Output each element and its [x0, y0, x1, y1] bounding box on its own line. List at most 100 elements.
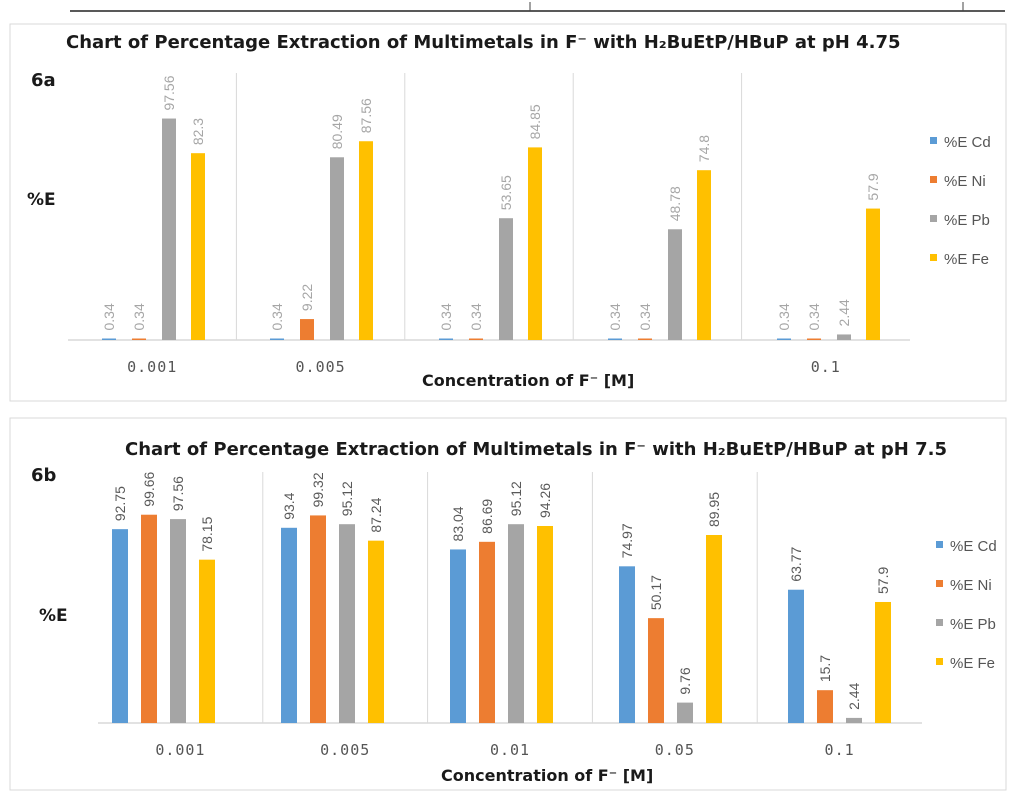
data-label: 95.12 — [508, 481, 524, 516]
data-label: 89.95 — [706, 492, 722, 527]
bar-fe-group-2 — [528, 147, 542, 340]
data-label: 2.44 — [836, 299, 852, 326]
bar-ni-0.001 — [141, 514, 157, 723]
category-tick-label: 0.001 — [155, 741, 205, 759]
data-label: 80.49 — [329, 114, 345, 149]
bar-ni-0.01 — [479, 541, 495, 723]
data-label: 0.34 — [269, 303, 285, 330]
bar-ni-group-2 — [469, 338, 483, 340]
panel-6b-frame — [9, 417, 1007, 791]
data-label: 0.34 — [468, 303, 484, 330]
category-tick-label: 0.1 — [825, 741, 855, 759]
legend-swatch-fe — [936, 658, 943, 665]
legend-label-pb: %E Pb — [950, 616, 996, 633]
bar-fe-0.01 — [537, 525, 553, 723]
bar-fe-0.05 — [706, 535, 722, 723]
bar-cd-group-2 — [439, 338, 453, 340]
bar-ni-0.001 — [132, 338, 146, 340]
category-tick-label: 0.01 — [490, 741, 530, 759]
bar-pb-0.1 — [846, 717, 862, 723]
data-label: 86.69 — [479, 499, 495, 534]
y-axis-label-6b: %E — [39, 606, 68, 626]
category-tick-label: 0.05 — [655, 741, 695, 759]
legend-swatch-fe — [930, 254, 937, 261]
bar-cd-group-3 — [608, 338, 622, 340]
data-label: 97.56 — [170, 476, 186, 511]
bar-pb-group-3 — [668, 229, 682, 340]
legend-swatch-ni — [930, 176, 937, 183]
category-tick-label: 0.005 — [296, 358, 346, 376]
data-label: 93.4 — [281, 492, 297, 519]
bar-pb-0.005 — [330, 157, 344, 340]
data-label: 0.34 — [776, 303, 792, 330]
data-label: 97.56 — [161, 75, 177, 110]
bar-pb-0.001 — [170, 519, 186, 723]
data-label: 78.15 — [199, 516, 215, 551]
bar-pb-0.1 — [837, 334, 851, 340]
bar-ni-0.005 — [300, 319, 314, 340]
data-label: 84.85 — [527, 104, 543, 139]
data-label: 50.17 — [648, 575, 664, 610]
bar-pb-0.001 — [162, 118, 176, 340]
data-label: 83.04 — [450, 506, 466, 541]
bar-ni-0.1 — [807, 338, 821, 340]
data-label: 87.56 — [358, 98, 374, 133]
data-label: 57.9 — [875, 567, 891, 594]
bar-cd-0.01 — [450, 549, 466, 723]
y-axis-label-6a: %E — [27, 190, 56, 210]
category-tick-label: 0.001 — [127, 358, 177, 376]
data-label: 63.77 — [788, 546, 804, 581]
data-label: 48.78 — [667, 186, 683, 221]
bar-ni-0.05 — [648, 618, 664, 723]
legend-swatch-pb — [936, 619, 943, 626]
bar-pb-0.005 — [339, 524, 355, 723]
legend-label-cd: %E Cd — [944, 134, 991, 151]
legend-swatch-pb — [930, 215, 937, 222]
category-tick-label: 0.1 — [811, 358, 841, 376]
data-label: 2.44 — [846, 682, 862, 709]
data-label: 9.76 — [677, 667, 693, 694]
bar-cd-0.05 — [619, 566, 635, 723]
bar-fe-0.005 — [368, 540, 384, 723]
bar-cd-0.001 — [102, 338, 116, 340]
bar-ni-group-3 — [638, 338, 652, 340]
data-label: 82.3 — [190, 118, 206, 145]
data-label: 0.34 — [131, 303, 147, 330]
bar-pb-0.01 — [508, 524, 524, 723]
data-label: 99.66 — [141, 471, 157, 506]
legend-label-fe: %E Fe — [944, 251, 989, 268]
data-label: 9.22 — [299, 284, 315, 311]
panel-label-6b: 6b — [31, 465, 57, 486]
legend-label-pb: %E Pb — [944, 212, 990, 229]
legend-label-ni: %E Ni — [950, 577, 992, 594]
legend-swatch-cd — [930, 137, 937, 144]
bar-fe-0.005 — [359, 141, 373, 340]
chart-title-6b: Chart of Percentage Extraction of Multim… — [125, 439, 947, 460]
bar-fe-0.1 — [866, 208, 880, 340]
bar-ni-0.005 — [310, 515, 326, 723]
data-label: 87.24 — [368, 497, 384, 532]
legend-swatch-cd — [936, 541, 943, 548]
legend-swatch-ni — [936, 580, 943, 587]
data-label: 92.75 — [112, 486, 128, 521]
legend-label-fe: %E Fe — [950, 655, 995, 672]
data-label: 99.32 — [310, 472, 326, 507]
bar-cd-0.005 — [270, 338, 284, 340]
data-label: 74.97 — [619, 523, 635, 558]
bar-fe-0.001 — [191, 153, 205, 340]
data-label: 15.7 — [817, 655, 833, 682]
data-label: 0.34 — [101, 303, 117, 330]
chart-title-6a: Chart of Percentage Extraction of Multim… — [66, 32, 901, 53]
bar-ni-0.1 — [817, 690, 833, 723]
bar-pb-0.05 — [677, 702, 693, 723]
x-axis-label-6a: Concentration of F⁻ [M] — [422, 371, 634, 390]
panel-label-6a: 6a — [31, 70, 56, 91]
bar-fe-0.1 — [875, 601, 891, 723]
data-label: 57.9 — [865, 173, 881, 200]
bar-fe-group-3 — [697, 170, 711, 340]
legend-label-ni: %E Ni — [944, 173, 986, 190]
data-label: 95.12 — [339, 481, 355, 516]
data-label: 0.34 — [607, 303, 623, 330]
category-tick-label: 0.005 — [320, 741, 370, 759]
